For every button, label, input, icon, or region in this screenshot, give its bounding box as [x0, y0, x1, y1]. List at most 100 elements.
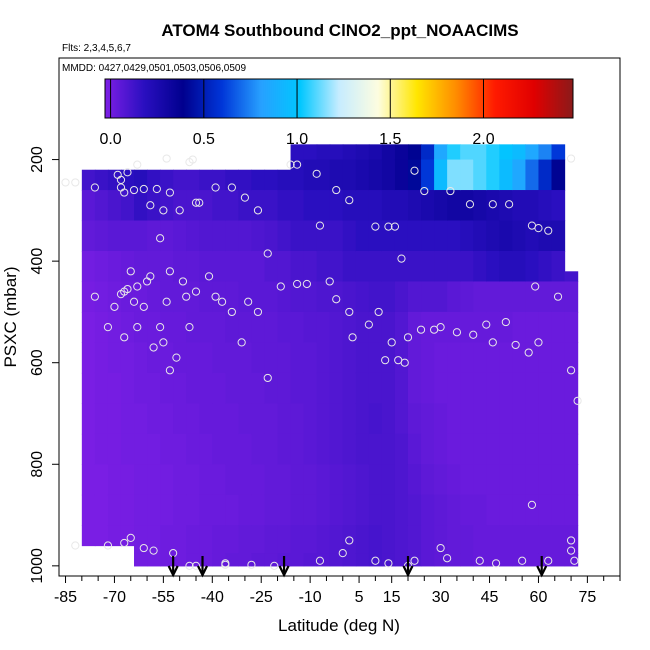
heatmap-cell	[486, 190, 500, 222]
heatmap-cell	[238, 553, 253, 567]
heatmap-cell	[160, 220, 174, 252]
heatmap-cell	[264, 553, 279, 567]
heatmap-cell	[447, 250, 461, 283]
sample-point	[120, 333, 129, 342]
heatmap-cell	[355, 525, 370, 554]
heatmap-cell	[160, 311, 174, 343]
sample-point	[133, 282, 142, 291]
heatmap-cell	[447, 190, 461, 222]
heatmap-cell	[238, 220, 253, 252]
x-tick-label: -25	[250, 589, 273, 606]
sample-point	[156, 323, 165, 332]
heatmap-cell	[199, 553, 213, 567]
heatmap-cell	[199, 494, 213, 526]
heatmap-cell	[499, 144, 513, 161]
heatmap-cell	[186, 494, 200, 526]
heatmap-cell	[290, 311, 305, 343]
heatmap-cell	[212, 372, 226, 404]
heatmap-cell	[342, 553, 357, 567]
heatmap-cell	[473, 464, 487, 496]
heatmap-cell	[355, 403, 370, 435]
heatmap-cell	[342, 281, 357, 313]
sample-point	[446, 186, 455, 196]
heatmap-cell	[512, 342, 527, 374]
sample-point	[247, 560, 256, 569]
sample-point	[129, 185, 139, 195]
heatmap-cell	[120, 220, 135, 252]
flight-arrow	[167, 556, 179, 578]
sample-point	[491, 559, 501, 568]
sample-point	[149, 546, 158, 555]
heatmap-cell	[186, 169, 200, 191]
sample-point	[553, 292, 563, 301]
heatmap-cell	[134, 553, 148, 567]
plot-frame	[58, 57, 621, 577]
heatmap-cell	[303, 220, 318, 252]
sample-point	[146, 272, 155, 281]
heatmap-cell	[381, 190, 396, 222]
heatmap-cell	[512, 190, 527, 222]
heatmap-cell	[329, 250, 344, 283]
heatmap-cell	[434, 190, 448, 222]
heatmap-cell	[264, 281, 279, 313]
heatmap-cell	[434, 372, 448, 404]
heatmap-cell	[551, 464, 566, 496]
sample-point	[315, 221, 325, 230]
heatmap-cell	[199, 169, 213, 191]
sample-point	[403, 333, 413, 342]
sample-point	[452, 328, 462, 337]
heatmap-cell	[421, 403, 435, 435]
heatmap-cell	[264, 525, 279, 554]
sample-point	[146, 201, 155, 210]
heatmap-cell	[251, 433, 266, 465]
heatmap-cell	[499, 494, 513, 526]
heatmap-cell	[81, 281, 96, 313]
heatmap-cell	[394, 494, 409, 526]
heatmap-cell	[94, 372, 109, 404]
flight-arrow	[402, 556, 414, 578]
heatmap-cell	[107, 311, 122, 343]
heatmap-cell	[421, 311, 435, 343]
heatmap-cell	[355, 281, 370, 313]
heatmap-cell	[342, 494, 357, 526]
y-axis: 200 400 600 800 1000	[29, 146, 59, 584]
heatmap-cell	[107, 464, 122, 496]
heatmap-cell	[199, 433, 213, 465]
sample-point	[240, 193, 250, 202]
heatmap-cell	[368, 525, 383, 554]
heatmap-cell	[251, 250, 266, 283]
heatmap-cell	[394, 281, 409, 313]
sample-point	[482, 320, 491, 329]
heatmap-cell	[381, 144, 396, 161]
heatmap-cell	[94, 169, 109, 191]
heatmap-cell	[238, 403, 253, 435]
heatmap-cell	[290, 433, 305, 465]
heatmap-cell	[355, 494, 370, 526]
heatmap-cell	[407, 403, 422, 435]
heatmap-cell	[525, 464, 540, 496]
heatmap-cell	[486, 372, 500, 404]
heatmap-cell	[94, 433, 109, 465]
heatmap-cell	[199, 250, 213, 283]
heatmap-cell	[473, 144, 487, 161]
heatmap-cell	[81, 169, 96, 191]
heatmap-cell	[512, 403, 527, 435]
heatmap-cell	[486, 250, 500, 283]
heatmap-cell	[473, 281, 487, 313]
heatmap-cell	[199, 190, 213, 222]
heatmap-cell	[238, 433, 253, 465]
heatmap-cell	[538, 464, 553, 496]
heatmap-cell	[355, 372, 370, 404]
heatmap-cell	[277, 403, 292, 435]
x-tick-label: 30	[432, 589, 450, 606]
sample-point	[191, 198, 201, 207]
heatmap-cell	[238, 464, 253, 496]
dates-note: MMDD: 0427,0429,0501,0503,0506,0509	[62, 63, 246, 74]
heatmap-cell	[120, 190, 135, 222]
heatmap-cell	[394, 159, 409, 191]
heatmap-cell	[251, 553, 266, 567]
heatmap-cell	[225, 220, 239, 252]
colorbar-ticks: 0.0 0.5 1.0 1.5 2.0	[99, 79, 495, 148]
sample-point	[165, 267, 174, 276]
heatmap-cell	[290, 525, 305, 554]
